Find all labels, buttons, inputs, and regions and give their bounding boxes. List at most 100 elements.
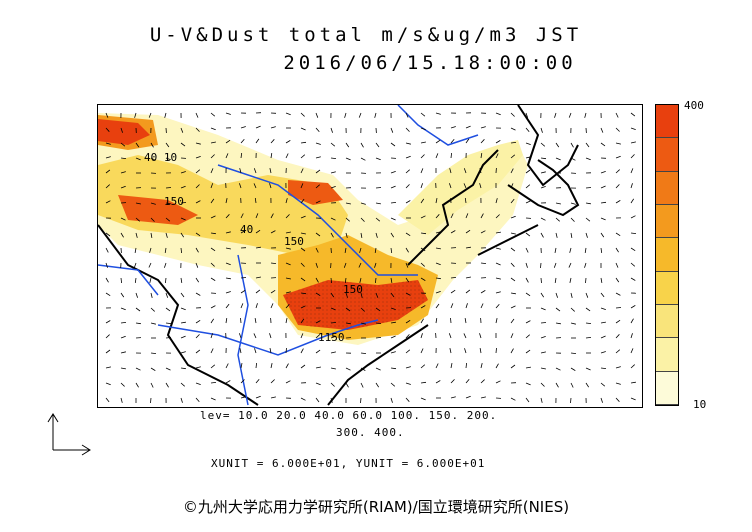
wind-vector	[360, 157, 366, 161]
wind-vector	[195, 382, 201, 385]
wind-vector	[375, 202, 381, 205]
wind-vector	[135, 142, 140, 148]
wind-vector	[390, 217, 396, 221]
wind-vector	[149, 247, 152, 253]
wind-vector	[300, 247, 306, 252]
wind-vector	[585, 202, 591, 205]
wind-vector	[569, 247, 572, 253]
wind-vector	[135, 307, 141, 312]
colorbar-segment	[656, 305, 678, 339]
wind-vector	[120, 232, 124, 238]
wind-vector	[540, 292, 545, 298]
wind-vector	[330, 186, 336, 189]
wind-vector	[358, 262, 362, 268]
wind-vector	[285, 231, 291, 234]
wind-vector	[495, 140, 501, 144]
wind-vector	[554, 277, 557, 283]
wind-vector	[630, 127, 636, 130]
wind-vector	[180, 351, 186, 354]
wind-vector	[300, 292, 307, 295]
wind-vector	[630, 183, 633, 189]
wind-vector	[105, 382, 111, 386]
wind-vector	[210, 277, 216, 281]
wind-vector	[479, 168, 482, 174]
wind-vector	[390, 335, 396, 339]
wind-vector	[585, 217, 591, 222]
wind-vector	[585, 142, 590, 148]
wind-vector	[450, 379, 455, 384]
wind-vector	[435, 363, 439, 369]
wind-vector	[525, 397, 530, 403]
wind-vector	[105, 156, 111, 159]
wind-vector	[375, 337, 382, 339]
wind-vector	[375, 157, 381, 161]
wind-vector	[615, 112, 619, 118]
wind-vector	[479, 183, 482, 189]
wind-vector	[495, 363, 499, 369]
wind-vector	[300, 215, 306, 219]
wind-vector	[375, 307, 381, 312]
wind-vector	[495, 318, 498, 324]
wind-vector	[360, 367, 366, 371]
wind-vector	[239, 348, 242, 354]
wind-vector	[450, 138, 455, 144]
wind-vector	[405, 262, 409, 268]
wind-vector	[150, 382, 154, 388]
wind-vector	[150, 157, 156, 161]
wind-vector	[525, 277, 529, 283]
wind-vector	[600, 201, 607, 204]
wind-vector	[165, 382, 169, 388]
wind-vector	[630, 141, 636, 144]
wind-vector	[630, 112, 636, 117]
wind-vector	[600, 382, 606, 387]
wind-vector	[553, 262, 557, 268]
wind-vector	[315, 127, 320, 133]
wind-vector	[210, 305, 216, 309]
wind-vector	[540, 277, 542, 284]
wind-vector	[135, 157, 141, 161]
wind-vector	[450, 303, 454, 309]
wind-vector	[225, 262, 231, 266]
wind-vector	[463, 333, 467, 339]
wind-vector	[480, 139, 485, 144]
wind-vector	[330, 335, 336, 339]
wind-vector	[585, 382, 590, 388]
wind-vector	[510, 112, 515, 117]
wind-vector	[495, 380, 501, 384]
wind-vector	[420, 232, 427, 235]
wind-vector	[270, 213, 274, 219]
wind-vector	[570, 232, 573, 238]
vector-units: XUNIT = 6.000E+01, YUNIT = 6.000E+01	[211, 457, 486, 470]
wind-vector	[165, 277, 167, 284]
wind-vector	[315, 169, 321, 174]
colorbar-segment	[656, 171, 678, 205]
wind-vector	[600, 277, 603, 283]
wind-vector	[300, 198, 305, 204]
wind-vector	[463, 183, 467, 189]
wind-vector	[330, 307, 336, 311]
wind-vector	[285, 380, 291, 384]
wind-vector	[510, 292, 516, 295]
wind-vector	[285, 214, 290, 219]
wind-vector	[225, 247, 231, 250]
wind-vector	[420, 168, 424, 174]
wind-vector	[390, 171, 396, 174]
wind-vector	[285, 262, 291, 266]
wind-vector	[300, 364, 306, 369]
wind-vector	[630, 262, 636, 267]
wind-vector	[584, 247, 587, 253]
wind-vector	[330, 397, 333, 403]
wind-vector	[435, 380, 441, 384]
wind-vector	[240, 303, 244, 309]
wind-vector	[315, 277, 319, 283]
wind-vector	[600, 247, 603, 253]
wind-vector	[180, 382, 185, 387]
wind-vector	[105, 334, 110, 339]
wind-vector	[254, 197, 257, 204]
wind-vector	[510, 305, 516, 309]
colorbar-segment	[656, 205, 678, 239]
wind-vector	[510, 127, 516, 131]
wind-vector	[540, 217, 546, 221]
wind-vector	[420, 112, 426, 117]
wind-vector	[285, 363, 289, 369]
